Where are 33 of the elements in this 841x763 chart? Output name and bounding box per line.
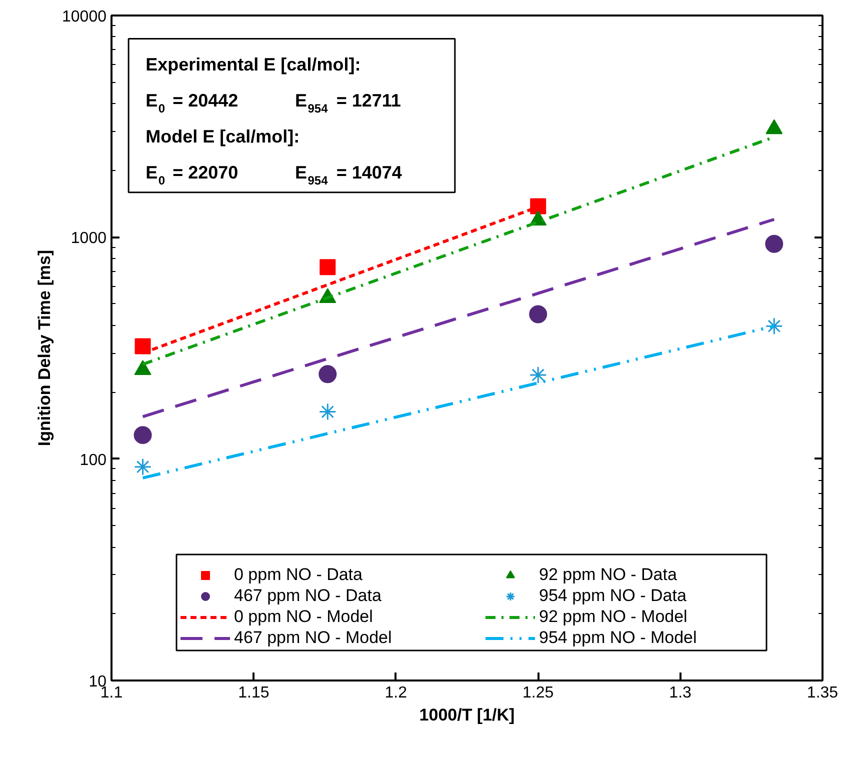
point <box>529 305 548 324</box>
x-tick-label: 1.2 <box>384 684 408 702</box>
legend-label: 954 ppm NO - Model <box>539 628 697 648</box>
point <box>134 458 152 476</box>
y-tick-label: 1000 <box>70 230 107 248</box>
point <box>320 259 336 276</box>
line-series <box>141 324 776 480</box>
legend-label: 467 ppm NO - Data <box>234 586 382 606</box>
point <box>765 317 783 335</box>
x-tick-label: 1.35 <box>806 684 838 702</box>
line-series <box>141 218 776 418</box>
annotation: Experimental E [cal/mol]: <box>146 54 361 75</box>
point <box>530 198 546 214</box>
legend-label: 92 ppm NO - Data <box>539 565 677 585</box>
point <box>765 234 784 253</box>
y-axis-title: Ignition Delay Time [ms] <box>35 250 54 446</box>
x-tick-label: 1.25 <box>522 684 554 702</box>
y-tick-label: 100 <box>80 452 107 469</box>
x-tick-label: 1.15 <box>238 684 270 702</box>
point <box>318 403 336 421</box>
x-axis-title: 1000/T [1/K] <box>419 706 515 724</box>
legend-label: 0 ppm NO - Data <box>234 565 362 585</box>
legend-label: 0 ppm NO - Model <box>234 607 373 627</box>
legend-label: 92 ppm NO - Model <box>539 607 688 627</box>
annotation: Model E [cal/mol]: <box>146 126 300 147</box>
y-tick-label: 10000 <box>62 8 107 26</box>
point <box>134 426 152 444</box>
legend-label: 467 ppm NO - Model <box>234 628 392 648</box>
point <box>134 338 151 354</box>
point <box>318 365 337 384</box>
point <box>529 366 547 384</box>
x-tick-label: 1.3 <box>669 684 692 702</box>
legend-label: 954 ppm NO - Data <box>539 586 686 606</box>
